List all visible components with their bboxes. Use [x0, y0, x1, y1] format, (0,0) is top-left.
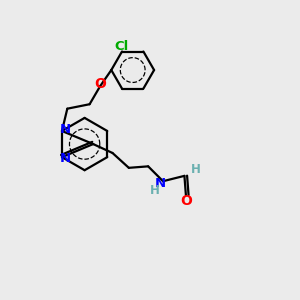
Text: Cl: Cl [115, 40, 129, 53]
Text: O: O [94, 77, 106, 91]
Text: N: N [60, 152, 71, 165]
Text: N: N [155, 177, 166, 190]
Text: N: N [60, 123, 71, 136]
Text: H: H [150, 184, 160, 197]
Text: O: O [181, 194, 192, 208]
Text: H: H [191, 164, 201, 176]
